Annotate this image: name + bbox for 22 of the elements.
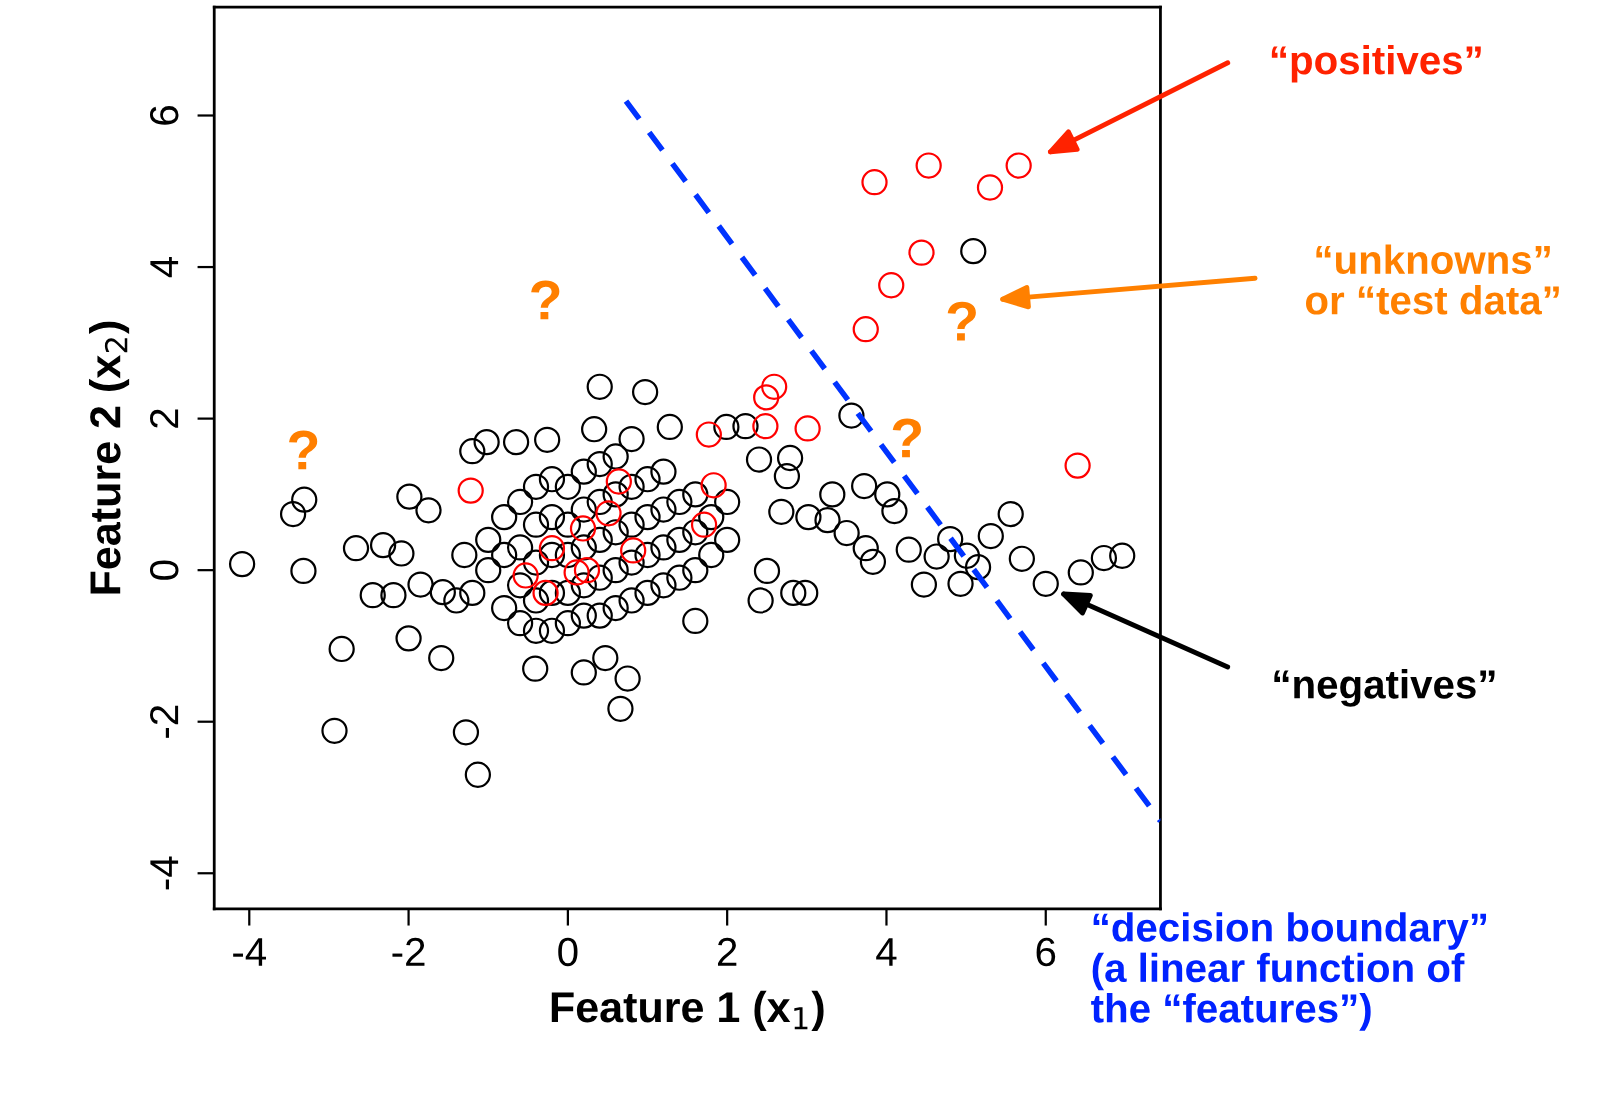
x-tick-label: 2	[717, 937, 737, 966]
annotation: ?	[289, 430, 318, 470]
y-tick-label: 6	[149, 106, 179, 125]
x-tick-label: -2	[392, 937, 425, 966]
x-tick-label: 4	[876, 938, 897, 966]
text: “unknowns” or “test data”	[1306, 244, 1559, 315]
y-tick-label: -4	[150, 856, 179, 890]
y-tick-label: 2	[149, 409, 179, 428]
x-axis-title: Feature 1 (x$_{1}$)	[551, 990, 824, 1031]
annotation: ?	[947, 301, 976, 341]
text: “decision boundary” (a linear function of the “features”)	[1091, 912, 1487, 1031]
x-tick-label: 0	[558, 937, 578, 967]
x-tick-label: 6	[1036, 937, 1056, 967]
y-tick-label: 4	[150, 257, 179, 278]
annotation: ?	[531, 280, 560, 320]
y-axis-title: Feature 2 (x$_{2}$)	[89, 321, 130, 594]
annotation: ?	[892, 418, 921, 458]
y-tick-label: 0	[149, 560, 179, 580]
text: “negatives”	[1274, 669, 1495, 707]
y-tick-label: -2	[149, 705, 179, 738]
x-tick-label: -4	[233, 938, 267, 966]
text: “positives”	[1271, 44, 1481, 83]
